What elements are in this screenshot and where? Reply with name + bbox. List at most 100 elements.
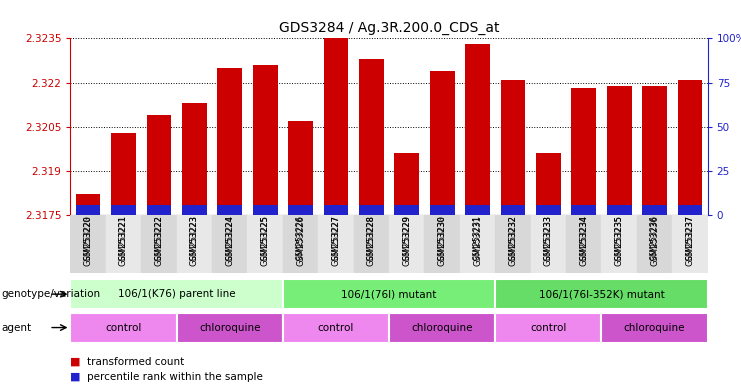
Bar bbox=[602, 313, 708, 343]
Text: agent: agent bbox=[1, 323, 32, 333]
Text: ■: ■ bbox=[70, 357, 81, 367]
Text: GSM253227: GSM253227 bbox=[331, 215, 340, 266]
Text: GSM253233: GSM253233 bbox=[544, 215, 553, 260]
Bar bbox=[283, 215, 318, 273]
Text: GSM253232: GSM253232 bbox=[508, 215, 517, 260]
Bar bbox=[642, 86, 667, 215]
Bar bbox=[324, 38, 348, 215]
Bar bbox=[253, 205, 277, 215]
Text: control: control bbox=[530, 323, 567, 333]
Text: percentile rank within the sample: percentile rank within the sample bbox=[87, 372, 262, 382]
Text: chloroquine: chloroquine bbox=[199, 323, 260, 333]
Bar bbox=[147, 115, 171, 215]
Bar bbox=[394, 153, 419, 215]
Text: GSM253237: GSM253237 bbox=[685, 215, 694, 260]
Text: chloroquine: chloroquine bbox=[624, 323, 685, 333]
Text: chloroquine: chloroquine bbox=[411, 323, 473, 333]
Bar bbox=[430, 71, 454, 215]
Text: GSM253223: GSM253223 bbox=[190, 215, 199, 260]
Title: GDS3284 / Ag.3R.200.0_CDS_at: GDS3284 / Ag.3R.200.0_CDS_at bbox=[279, 21, 499, 35]
Text: GSM253222: GSM253222 bbox=[154, 215, 164, 260]
Text: GSM253237: GSM253237 bbox=[685, 215, 694, 266]
Bar bbox=[465, 44, 490, 215]
Text: GSM253231: GSM253231 bbox=[473, 215, 482, 260]
Bar bbox=[70, 279, 283, 309]
Bar bbox=[394, 205, 419, 215]
Text: 106/1(K76) parent line: 106/1(K76) parent line bbox=[118, 289, 236, 299]
Bar bbox=[672, 215, 708, 273]
Text: GSM253225: GSM253225 bbox=[261, 215, 270, 266]
Text: GSM253224: GSM253224 bbox=[225, 215, 234, 266]
Text: GSM253226: GSM253226 bbox=[296, 215, 305, 260]
Bar bbox=[571, 205, 596, 215]
Bar bbox=[253, 65, 277, 215]
Text: GSM253234: GSM253234 bbox=[579, 215, 588, 266]
Bar bbox=[389, 313, 495, 343]
Bar bbox=[318, 215, 353, 273]
Bar bbox=[430, 205, 454, 215]
Bar bbox=[536, 153, 561, 215]
Text: GSM253222: GSM253222 bbox=[154, 215, 164, 266]
Bar bbox=[607, 205, 631, 215]
Text: GSM253233: GSM253233 bbox=[544, 215, 553, 266]
Text: GSM253229: GSM253229 bbox=[402, 215, 411, 260]
Text: GSM253230: GSM253230 bbox=[438, 215, 447, 260]
Bar bbox=[677, 205, 702, 215]
Text: GSM253226: GSM253226 bbox=[296, 215, 305, 266]
Bar bbox=[531, 215, 566, 273]
Bar bbox=[425, 215, 460, 273]
Bar bbox=[500, 79, 525, 215]
Bar bbox=[353, 215, 389, 273]
Bar bbox=[283, 313, 389, 343]
Bar bbox=[76, 194, 101, 215]
Bar bbox=[359, 59, 384, 215]
Text: GSM253225: GSM253225 bbox=[261, 215, 270, 260]
Bar bbox=[70, 215, 106, 273]
Bar bbox=[70, 313, 176, 343]
Text: GSM253220: GSM253220 bbox=[84, 215, 93, 266]
Bar bbox=[288, 205, 313, 215]
Bar bbox=[111, 205, 136, 215]
Bar bbox=[76, 205, 101, 215]
Text: control: control bbox=[318, 323, 354, 333]
Bar bbox=[247, 215, 283, 273]
Bar bbox=[283, 279, 495, 309]
Bar bbox=[182, 205, 207, 215]
Text: GSM253228: GSM253228 bbox=[367, 215, 376, 260]
Bar bbox=[288, 121, 313, 215]
Bar bbox=[217, 68, 242, 215]
Bar bbox=[500, 205, 525, 215]
Bar bbox=[602, 215, 637, 273]
Bar bbox=[607, 86, 631, 215]
Text: GSM253224: GSM253224 bbox=[225, 215, 234, 260]
Bar bbox=[495, 279, 708, 309]
Text: GSM253223: GSM253223 bbox=[190, 215, 199, 266]
Text: GSM253235: GSM253235 bbox=[614, 215, 624, 266]
Bar bbox=[182, 103, 207, 215]
Text: GSM253235: GSM253235 bbox=[614, 215, 624, 260]
Bar bbox=[176, 215, 212, 273]
Bar bbox=[566, 215, 602, 273]
Text: GSM253221: GSM253221 bbox=[119, 215, 128, 260]
Bar bbox=[324, 205, 348, 215]
Text: GSM253231: GSM253231 bbox=[473, 215, 482, 266]
Bar bbox=[677, 79, 702, 215]
Text: 106/1(76I) mutant: 106/1(76I) mutant bbox=[342, 289, 436, 299]
Bar bbox=[111, 132, 136, 215]
Text: genotype/variation: genotype/variation bbox=[1, 289, 101, 299]
Bar bbox=[142, 215, 176, 273]
Bar bbox=[536, 205, 561, 215]
Text: ■: ■ bbox=[70, 372, 81, 382]
Bar bbox=[642, 205, 667, 215]
Text: 106/1(76I-352K) mutant: 106/1(76I-352K) mutant bbox=[539, 289, 665, 299]
Bar bbox=[495, 313, 602, 343]
Text: GSM253220: GSM253220 bbox=[84, 215, 93, 260]
Text: GSM253236: GSM253236 bbox=[650, 215, 659, 266]
Bar bbox=[106, 215, 142, 273]
Text: GSM253232: GSM253232 bbox=[508, 215, 517, 266]
Text: GSM253227: GSM253227 bbox=[331, 215, 340, 260]
Bar bbox=[212, 215, 247, 273]
Text: GSM253221: GSM253221 bbox=[119, 215, 128, 266]
Bar bbox=[147, 205, 171, 215]
Bar bbox=[637, 215, 672, 273]
